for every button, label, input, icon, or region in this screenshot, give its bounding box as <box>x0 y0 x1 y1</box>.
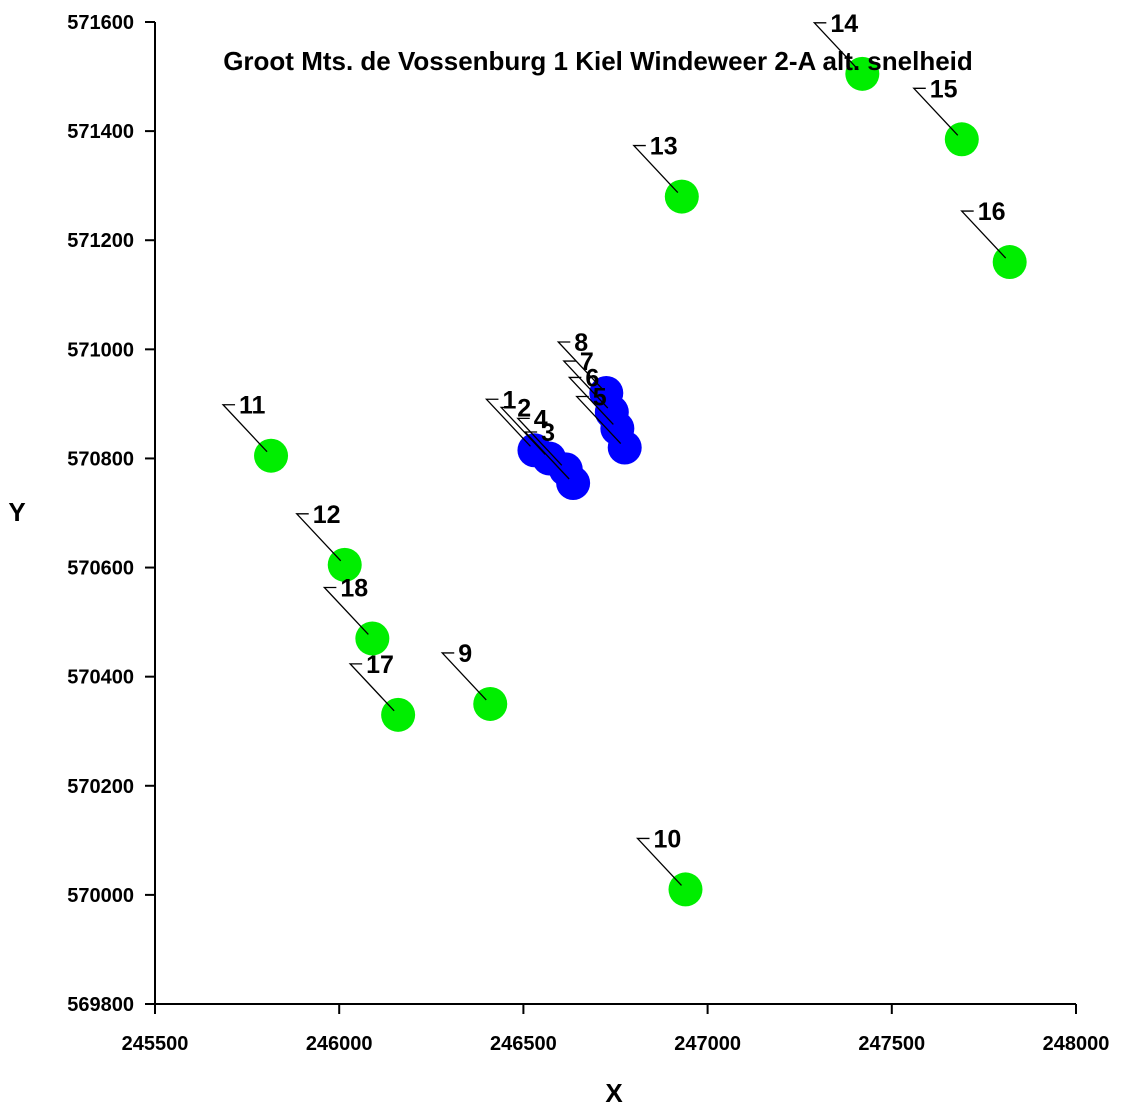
x-tick-label: 246500 <box>490 1033 557 1055</box>
y-tick-label: 571200 <box>67 230 134 252</box>
label-leader <box>812 22 859 71</box>
point-label: 18 <box>340 574 368 602</box>
label-leader <box>635 837 682 886</box>
x-tick-label: 246000 <box>306 1033 373 1055</box>
label-leader <box>523 431 570 480</box>
x-axis-label: X <box>605 1078 623 1108</box>
label-leader <box>348 663 395 712</box>
point-label: 2 <box>517 394 531 422</box>
label-leader <box>516 417 563 466</box>
point-label: 10 <box>653 825 681 853</box>
y-tick-label: 571000 <box>67 339 134 361</box>
label-leader <box>562 360 609 409</box>
label-leader <box>912 87 959 136</box>
point-label: 4 <box>534 405 548 433</box>
point-label: 16 <box>978 198 1006 226</box>
point-label: 12 <box>313 501 341 529</box>
label-leader <box>575 395 622 444</box>
y-tick-label: 571600 <box>67 12 134 34</box>
label-leader <box>960 210 1007 259</box>
label-leader <box>499 406 546 455</box>
axes: 569800 570000 570200 570400 570600 570800 5710… <box>67 12 1109 1055</box>
y-tick-label: 569800 <box>67 994 134 1016</box>
y-tick-label: 570200 <box>67 776 134 798</box>
x-tick-label: 247000 <box>674 1033 741 1055</box>
point-label: 5 <box>593 384 607 412</box>
y-tick-label: 571400 <box>67 121 134 143</box>
label-leader <box>221 404 268 453</box>
point-label: 3 <box>541 419 555 447</box>
label-leader <box>632 144 679 194</box>
x-tick-label: 248000 <box>1043 1033 1110 1055</box>
label-leader <box>567 376 614 425</box>
label-leader <box>556 341 603 390</box>
data-points <box>254 56 1027 907</box>
point-label: 8 <box>574 329 588 357</box>
point-label: 13 <box>650 133 678 161</box>
point-label: 15 <box>930 75 958 103</box>
point-label: 14 <box>830 10 858 38</box>
label-leader <box>322 586 369 635</box>
label-leader <box>440 652 487 701</box>
label-leader <box>484 398 531 447</box>
label-leader <box>295 513 342 562</box>
point-label: 17 <box>366 651 394 679</box>
point-label: 1 <box>502 386 516 414</box>
y-tick-label: 570800 <box>67 448 134 470</box>
y-tick-label: 570600 <box>67 558 134 580</box>
chart-title: Groot Mts. de Vossenburg 1 Kiel Windewee… <box>223 46 973 76</box>
point-label: 11 <box>239 392 266 420</box>
point-label: 9 <box>458 640 472 668</box>
y-tick-label: 570400 <box>67 667 134 689</box>
y-tick-label: 570000 <box>67 885 134 907</box>
x-tick-label: 245500 <box>122 1033 189 1055</box>
y-axis-label: Y <box>8 497 25 527</box>
x-tick-label: 247500 <box>858 1033 925 1055</box>
